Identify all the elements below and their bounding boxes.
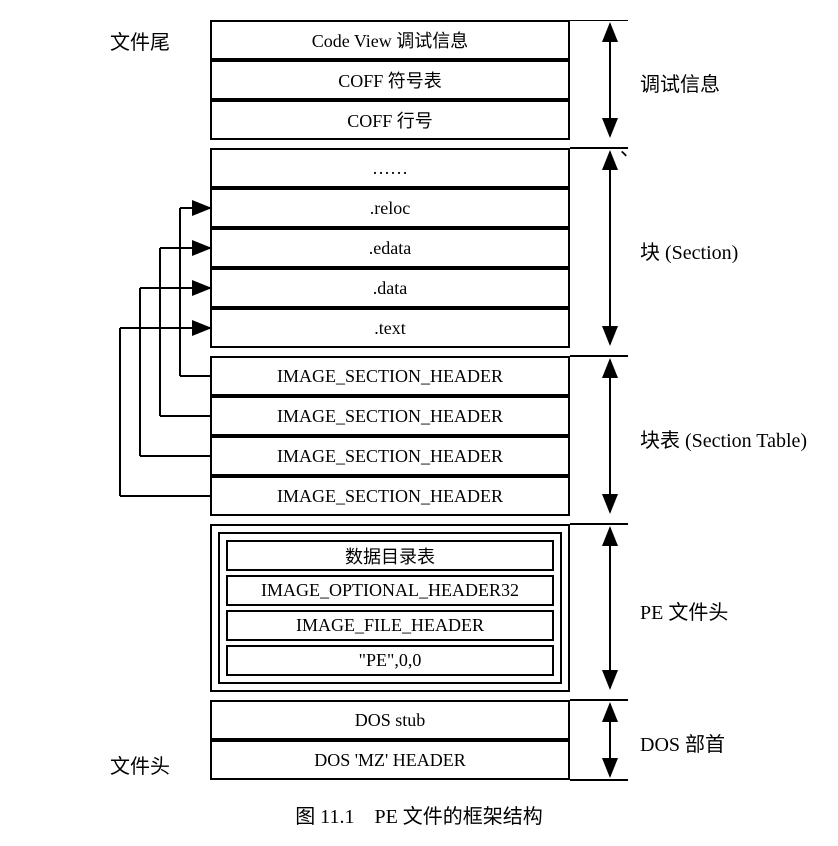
figure-caption: 图 11.1 PE 文件的框架结构 xyxy=(20,800,818,829)
row-text: .text xyxy=(210,308,570,348)
row-dos_stub: DOS stub xyxy=(210,700,570,740)
row-codeview: Code View 调试信息 xyxy=(210,20,570,60)
row-edata: .edata xyxy=(210,228,570,268)
svg-text:、: 、 xyxy=(620,138,640,160)
pe-item-opt_hdr: IMAGE_OPTIONAL_HEADER32 xyxy=(226,575,554,606)
group-label-sections: 块 (Section) xyxy=(640,236,738,265)
group-label-dos_hdr: DOS 部首 xyxy=(640,728,725,757)
label-file-start: 文件头 xyxy=(110,750,170,779)
row-reloc: .reloc xyxy=(210,188,570,228)
row-ellipsis: …… xyxy=(210,148,570,188)
pe-item-data_dir: 数据目录表 xyxy=(226,540,554,571)
label-file-end: 文件尾 xyxy=(110,26,170,55)
pe-item-pe_sig: "PE",0,0 xyxy=(226,645,554,676)
group-label-section_table: 块表 (Section Table) xyxy=(640,424,807,453)
pe-item-file_hdr: IMAGE_FILE_HEADER xyxy=(226,610,554,641)
group-label-pe_hdr: PE 文件头 xyxy=(640,596,728,625)
group-label-debug: 调试信息 xyxy=(640,68,720,97)
row-data: .data xyxy=(210,268,570,308)
row-dos_mz: DOS 'MZ' HEADER xyxy=(210,740,570,780)
row-sh1: IMAGE_SECTION_HEADER xyxy=(210,356,570,396)
pe-header-outer: 数据目录表 IMAGE_OPTIONAL_HEADER32 IMAGE_FILE_H… xyxy=(210,524,570,692)
row-coff_line: COFF 行号 xyxy=(210,100,570,140)
row-sh4: IMAGE_SECTION_HEADER xyxy=(210,476,570,516)
row-coff_sym: COFF 符号表 xyxy=(210,60,570,100)
row-sh3: IMAGE_SECTION_HEADER xyxy=(210,436,570,476)
pe-header-inner: 数据目录表 IMAGE_OPTIONAL_HEADER32 IMAGE_FILE_H… xyxy=(218,532,562,684)
row-sh2: IMAGE_SECTION_HEADER xyxy=(210,396,570,436)
pe-file-structure-diagram: Code View 调试信息COFF 符号表COFF 行号 …….reloc.ed… xyxy=(20,20,818,826)
